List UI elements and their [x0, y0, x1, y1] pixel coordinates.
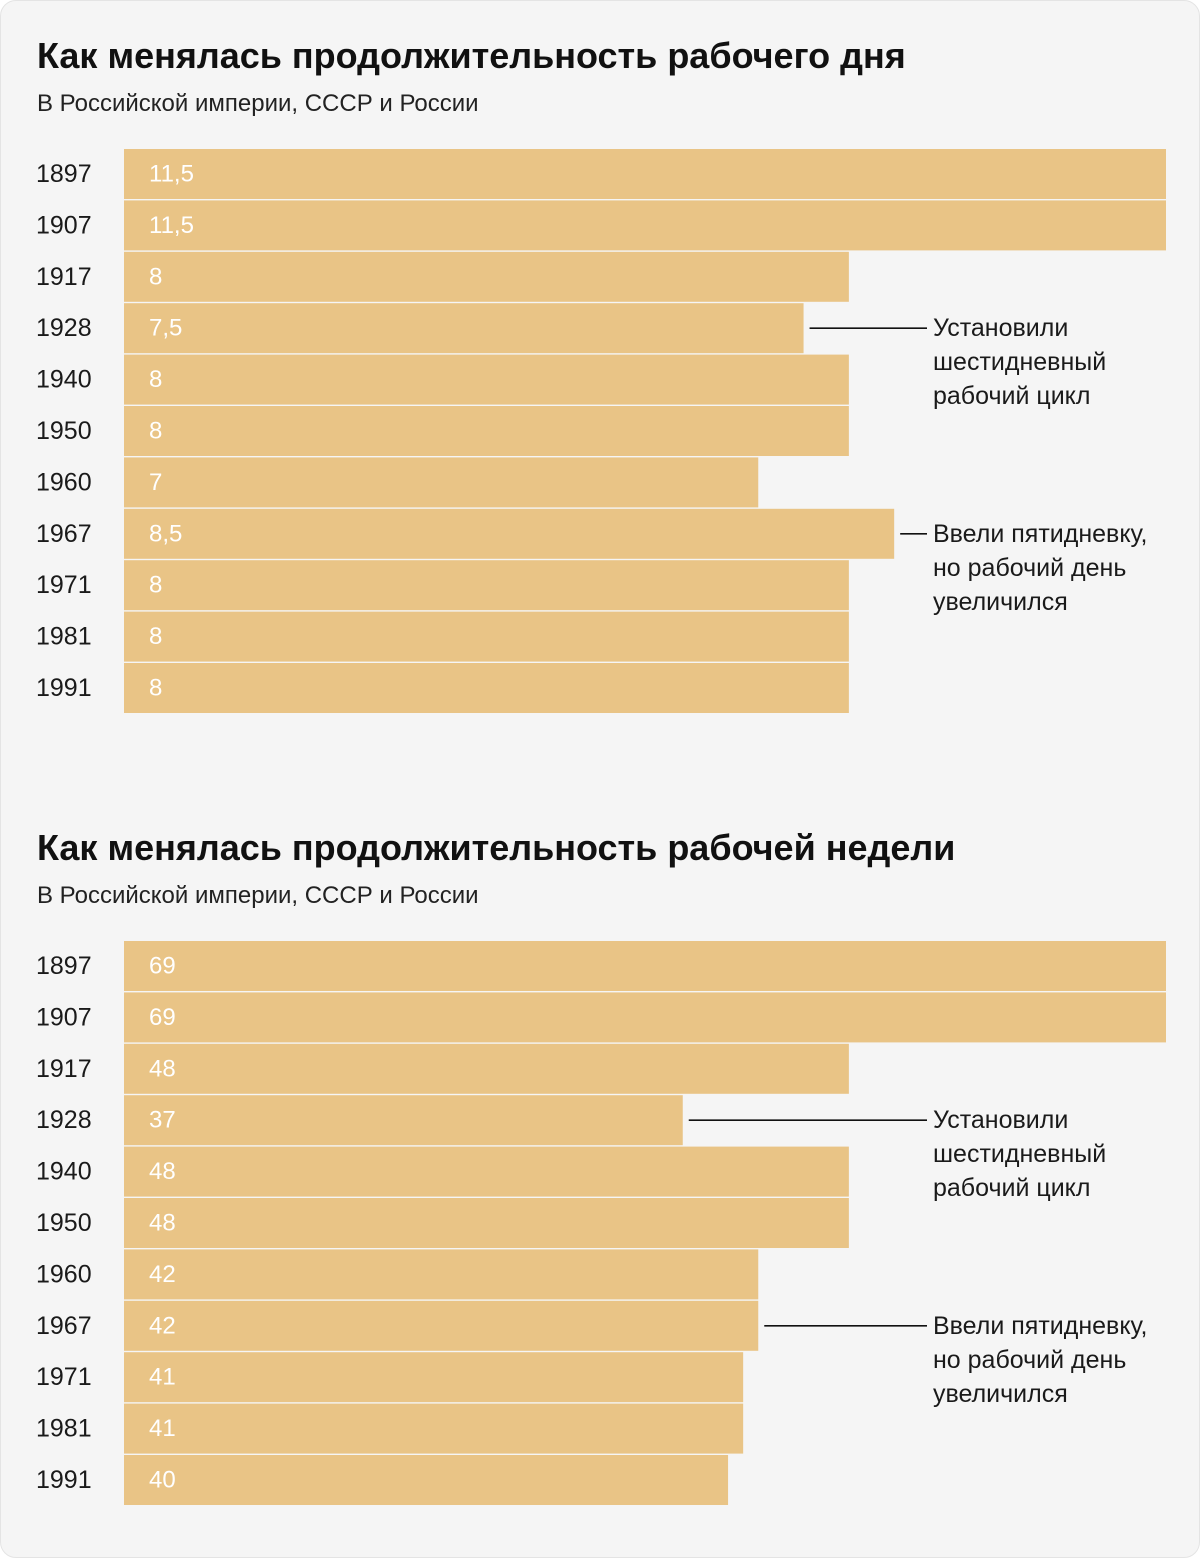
bar-1991 — [124, 1455, 729, 1505]
value-label: 8,5 — [149, 520, 182, 547]
year-label: 1917 — [36, 263, 92, 291]
year-label: 1907 — [36, 211, 92, 239]
annotation-line: увеличился — [933, 588, 1068, 616]
annotation-text: Ввели пятидневку, но рабочий день увеличил… — [933, 1312, 1147, 1408]
value-label: 41 — [149, 1364, 176, 1391]
annotation-line: Установили — [933, 1106, 1068, 1134]
value-label: 37 — [149, 1107, 176, 1134]
year-label: 1940 — [36, 366, 92, 394]
year-label: 1940 — [36, 1158, 92, 1186]
value-label: 11,5 — [149, 161, 194, 188]
bar-1960 — [124, 457, 759, 508]
year-label: 1981 — [36, 623, 92, 651]
year-label: 1960 — [36, 468, 92, 496]
year-label: 1928 — [36, 314, 92, 342]
bar-1897 — [124, 149, 1166, 199]
value-label: 48 — [149, 1158, 176, 1185]
value-label: 42 — [149, 1261, 176, 1288]
year-label: 1981 — [36, 1415, 92, 1443]
annotation-line: но рабочий день — [933, 554, 1126, 582]
year-label: 1991 — [36, 674, 92, 702]
year-label: 1917 — [36, 1055, 92, 1083]
value-label: 8 — [149, 263, 162, 290]
value-label: 42 — [149, 1312, 176, 1339]
year-label: 1950 — [36, 1209, 92, 1237]
year-label: 1960 — [36, 1260, 92, 1288]
annotation-text: Ввели пятидневку, но рабочий день увеличил… — [933, 520, 1147, 616]
workday-bar-chart: 1897 11,5 1907 11,5 1917 8 1928 7,5 1940 8 1950 8 19… — [36, 149, 1166, 713]
value-label: 8 — [149, 675, 162, 702]
value-label: 48 — [149, 1210, 176, 1237]
bar-1917 — [124, 1043, 849, 1094]
annotation-line: но рабочий день — [933, 1346, 1126, 1374]
annotation-line: рабочий цикл — [933, 1174, 1090, 1202]
bar-1981 — [124, 1403, 744, 1454]
year-label: 1971 — [36, 1363, 92, 1391]
chart-subtitle: В Российской империи, СССР и России — [37, 882, 479, 909]
bar-1967 — [124, 1300, 759, 1351]
annotation-line: шестидневный — [933, 348, 1106, 376]
bar-1950 — [124, 1198, 849, 1248]
value-label: 7,5 — [149, 315, 182, 342]
value-label: 69 — [149, 1004, 176, 1031]
value-label: 8 — [149, 572, 162, 599]
bar-1960 — [124, 1249, 759, 1300]
annotation-line: Ввели пятидневку, — [933, 1312, 1147, 1340]
value-label: 69 — [149, 953, 176, 980]
bar-1940 — [124, 354, 849, 405]
annotation-text: Установили шестидневный рабочий цикл — [933, 314, 1106, 410]
bar-1991 — [124, 663, 849, 713]
year-label: 1928 — [36, 1106, 92, 1134]
value-label: 41 — [149, 1415, 176, 1442]
year-label: 1897 — [36, 952, 92, 980]
bar-1971 — [124, 560, 849, 611]
bar-1928 — [124, 303, 804, 354]
year-label: 1897 — [36, 160, 92, 188]
chart-workweek: Как менялась продолжительность рабочей н… — [1, 793, 1200, 1513]
annotation-line: шестидневный — [933, 1140, 1106, 1168]
bar-1928 — [124, 1095, 683, 1146]
year-label: 1971 — [36, 571, 92, 599]
value-label: 8 — [149, 623, 162, 650]
year-label: 1991 — [36, 1466, 92, 1494]
chart-title: Как менялась продолжительность рабочей н… — [37, 827, 956, 868]
value-label: 7 — [149, 469, 162, 496]
value-label: 8 — [149, 418, 162, 445]
value-label: 40 — [149, 1467, 176, 1494]
value-label: 48 — [149, 1055, 176, 1082]
annotation-line: Установили — [933, 314, 1068, 342]
annotation-line: рабочий цикл — [933, 382, 1090, 410]
chart-title: Как менялась продолжительность рабочего … — [37, 35, 906, 76]
bar-1897 — [124, 941, 1166, 991]
bar-1940 — [124, 1146, 849, 1197]
bar-1950 — [124, 406, 849, 456]
annotation-line: Ввели пятидневку, — [933, 520, 1147, 548]
bar-1907 — [124, 992, 1166, 1043]
bar-1967 — [124, 508, 895, 559]
bar-1907 — [124, 200, 1166, 251]
workweek-bar-chart: 1897 69 1907 69 1917 48 1928 37 1940 48 1950 48 1960… — [36, 941, 1166, 1505]
chart-subtitle: В Российской империи, СССР и России — [37, 90, 479, 117]
value-label: 8 — [149, 366, 162, 393]
bar-1917 — [124, 251, 849, 302]
year-label: 1907 — [36, 1003, 92, 1031]
annotation-text: Установили шестидневный рабочий цикл — [933, 1106, 1106, 1202]
year-label: 1967 — [36, 1312, 92, 1340]
year-label: 1967 — [36, 520, 92, 548]
annotation-line: увеличился — [933, 1380, 1068, 1408]
chart-workday: Как менялась продолжительность рабочего … — [1, 1, 1200, 721]
bar-1971 — [124, 1352, 744, 1403]
year-label: 1950 — [36, 417, 92, 445]
value-label: 11,5 — [149, 212, 194, 239]
bar-1981 — [124, 611, 849, 662]
